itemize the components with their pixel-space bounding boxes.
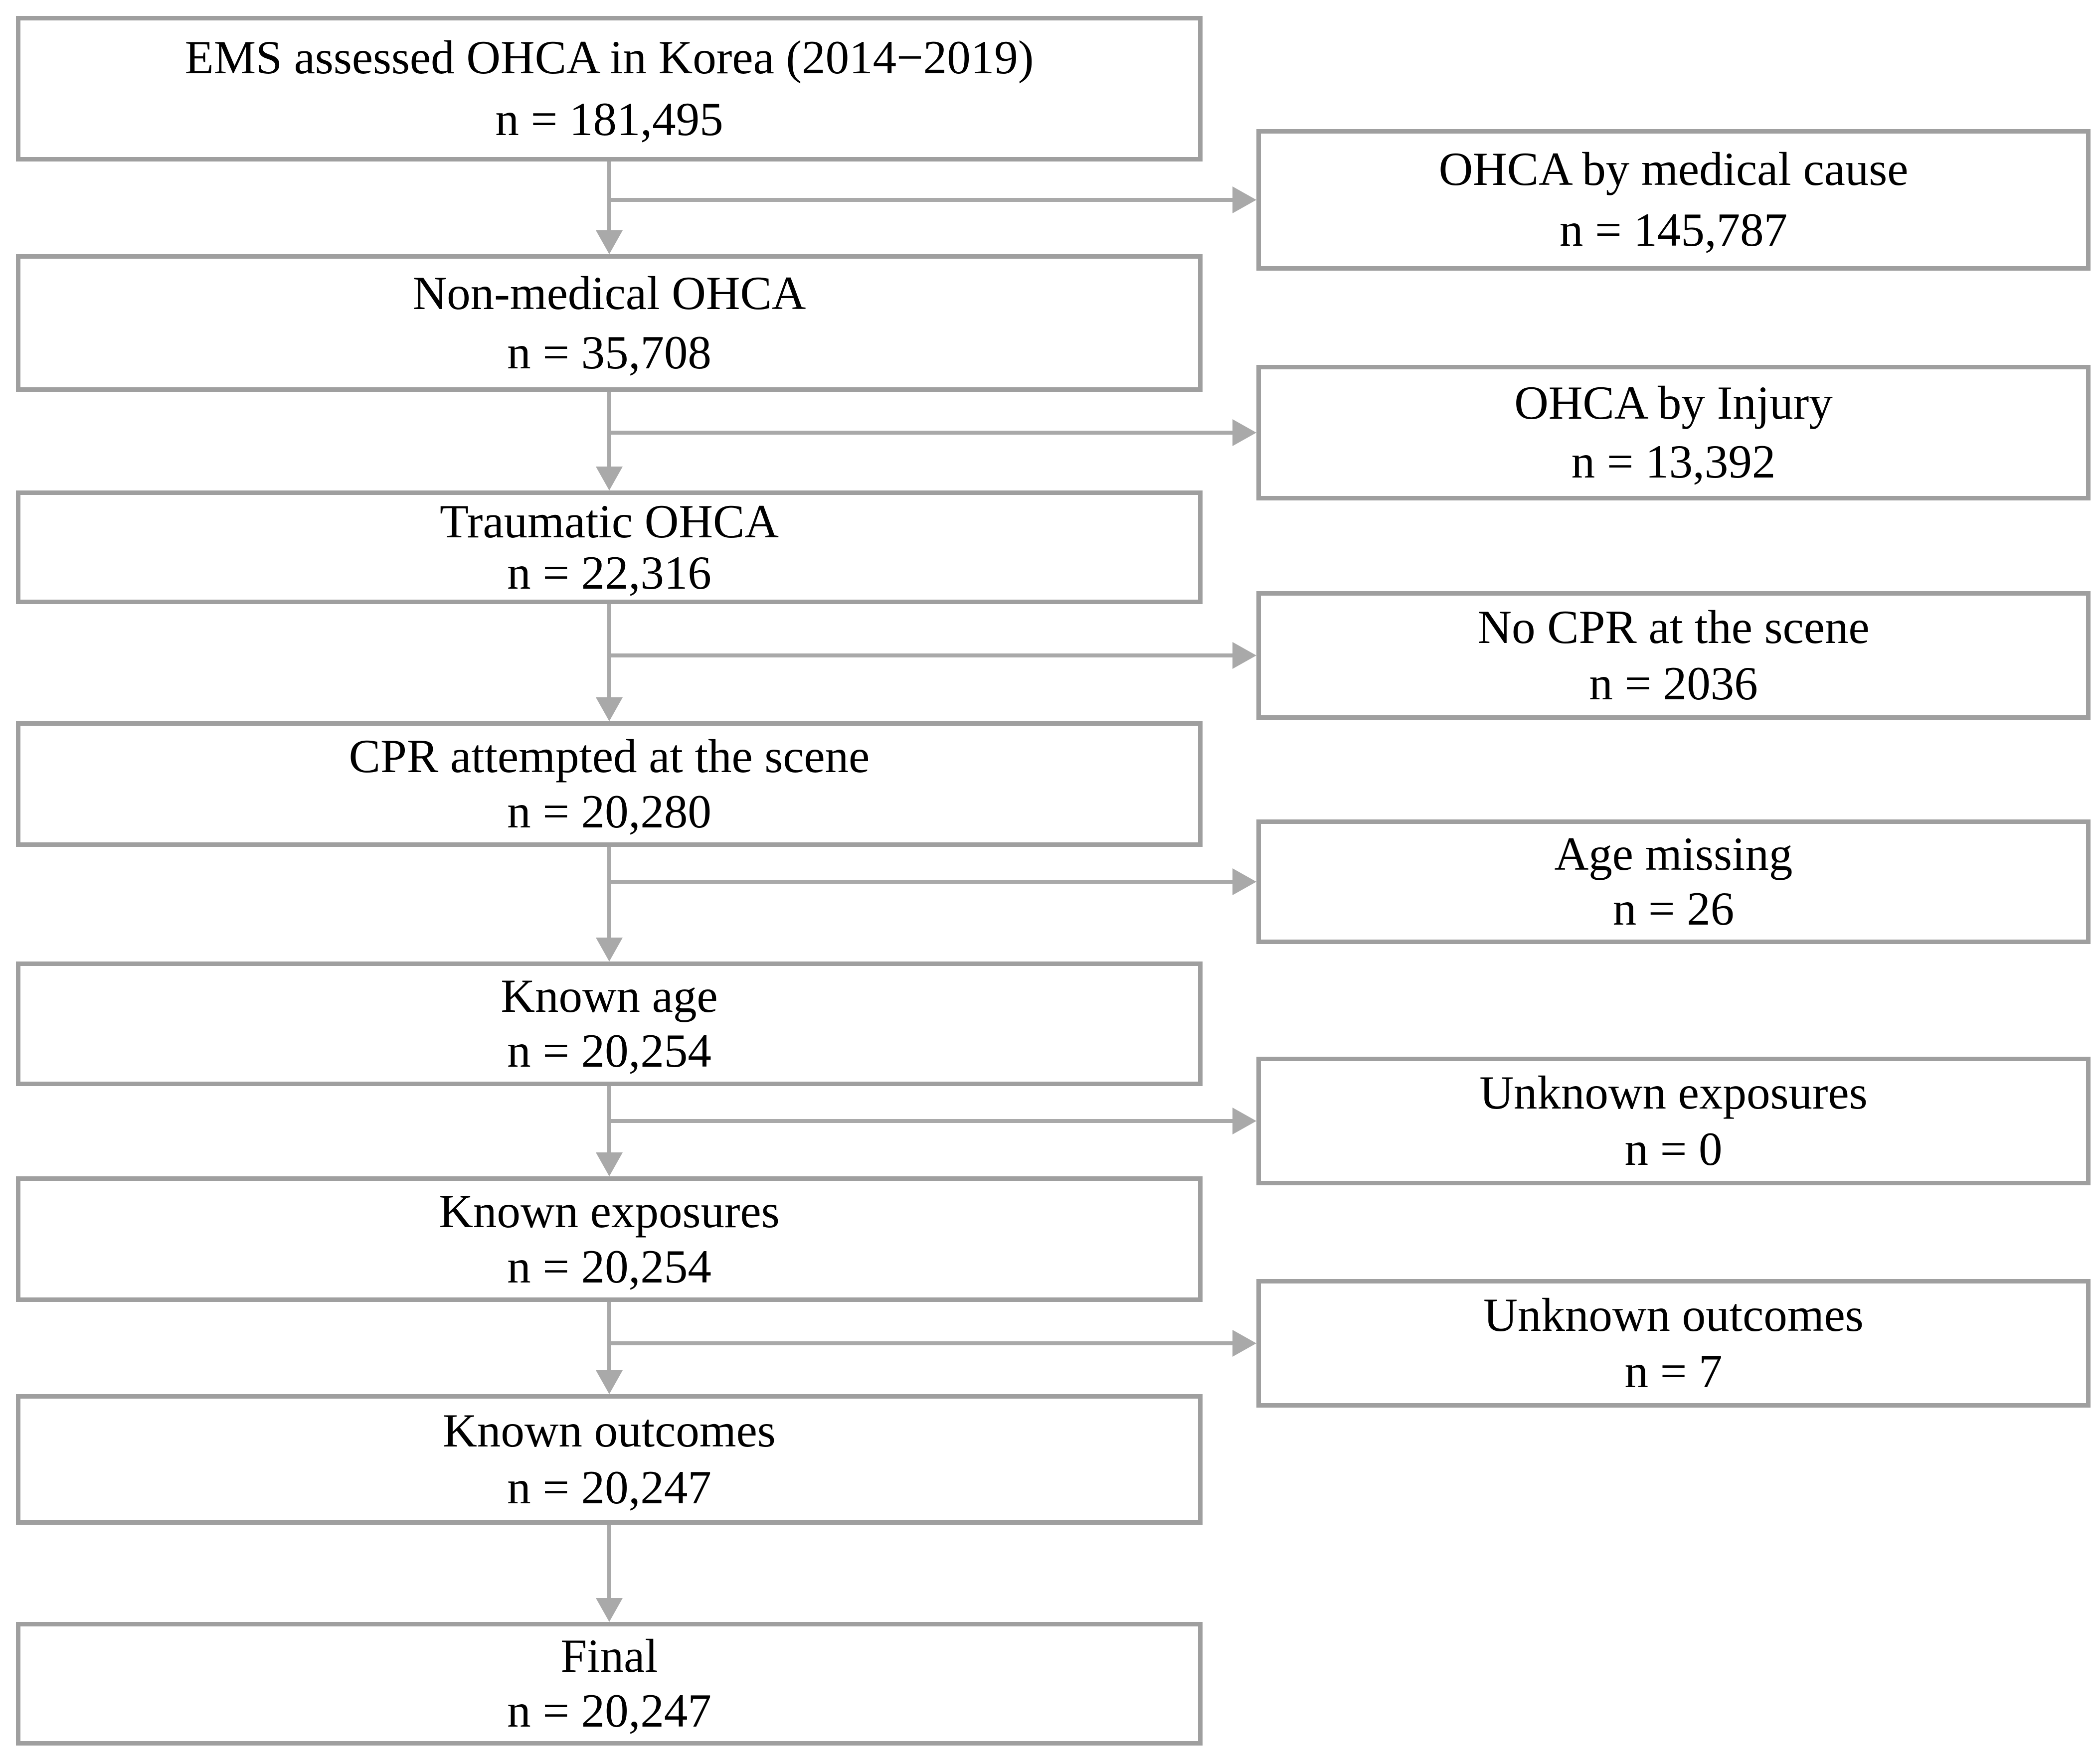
box-label: EMS assessed OHCA in Korea (2014−2019) [184, 30, 1034, 84]
connector-branch-1 [607, 431, 1232, 435]
main-box-known-age: Known age n = 20,254 [16, 961, 1203, 1086]
main-box-known-outcomes: Known outcomes n = 20,247 [16, 1394, 1203, 1525]
box-count: n = 0 [1624, 1122, 1723, 1175]
main-box-ems-assessed-ohca-in-korea-2014-2019: EMS assessed OHCA in Korea (2014−2019) n… [16, 16, 1203, 161]
arrowhead-down-icon [596, 467, 623, 490]
box-label: Known exposures [439, 1184, 780, 1238]
connector-branch-2 [607, 653, 1232, 657]
arrowhead-right-icon [1232, 642, 1256, 669]
arrowhead-down-icon [596, 1370, 623, 1394]
box-count: n = 20,247 [507, 1461, 711, 1514]
box-count: n = 26 [1612, 882, 1735, 936]
arrowhead-right-icon [1232, 186, 1256, 213]
arrowhead-right-icon [1232, 1108, 1256, 1134]
box-label: CPR attempted at the scene [349, 729, 870, 783]
box-label: Known outcomes [443, 1404, 776, 1457]
arrowhead-right-icon [1232, 419, 1256, 446]
exclusion-box-ohca-by-injury: OHCA by Injury n = 13,392 [1256, 365, 2091, 500]
exclusion-box-unknown-outcomes: Unknown outcomes n = 7 [1256, 1279, 2091, 1408]
box-label: Unknown exposures [1479, 1066, 1868, 1119]
box-label: OHCA by medical cause [1438, 143, 1909, 196]
box-count: n = 2036 [1589, 656, 1758, 710]
box-label: Traumatic OHCA [440, 494, 779, 548]
main-box-traumatic-ohca: Traumatic OHCA n = 22,316 [16, 490, 1203, 604]
box-count: n = 20,254 [507, 1024, 711, 1078]
box-count: n = 20,254 [507, 1240, 711, 1293]
box-count: n = 20,247 [507, 1684, 711, 1738]
arrowhead-down-icon [596, 230, 623, 254]
box-count: n = 181,495 [495, 93, 723, 146]
connector-branch-5 [607, 1341, 1232, 1345]
box-label: Unknown outcomes [1483, 1288, 1864, 1341]
connector-branch-0 [607, 198, 1232, 202]
connector-vertical-2 [607, 604, 611, 697]
box-count: n = 35,708 [507, 325, 711, 379]
box-label: Known age [501, 969, 718, 1022]
connector-vertical-0 [607, 161, 611, 230]
main-box-cpr-attempted-at-the-scene: CPR attempted at the scene n = 20,280 [16, 721, 1203, 847]
arrowhead-right-icon [1232, 1330, 1256, 1357]
connector-vertical-3 [607, 847, 611, 938]
arrowhead-right-icon [1232, 868, 1256, 895]
box-label: Non-medical OHCA [412, 266, 806, 320]
arrowhead-down-icon [596, 697, 623, 721]
box-label: Final [560, 1629, 658, 1683]
connector-vertical-6 [607, 1525, 611, 1598]
exclusion-box-age-missing: Age missing n = 26 [1256, 819, 2091, 944]
arrowhead-down-icon [596, 938, 623, 961]
exclusion-box-unknown-exposures: Unknown exposures n = 0 [1256, 1057, 2091, 1185]
connector-vertical-5 [607, 1302, 611, 1370]
box-count: n = 13,392 [1571, 435, 1776, 488]
box-label: No CPR at the scene [1477, 600, 1870, 653]
box-count: n = 22,316 [507, 546, 711, 599]
box-label: Age missing [1554, 827, 1793, 880]
box-count: n = 20,280 [507, 785, 711, 838]
arrowhead-down-icon [596, 1598, 623, 1622]
main-box-known-exposures: Known exposures n = 20,254 [16, 1176, 1203, 1302]
exclusion-box-ohca-by-medical-cause: OHCA by medical cause n = 145,787 [1256, 129, 2091, 271]
box-count: n = 7 [1624, 1344, 1723, 1398]
exclusion-box-no-cpr-at-the-scene: No CPR at the scene n = 2036 [1256, 591, 2091, 720]
main-box-final: Final n = 20,247 [16, 1622, 1203, 1746]
main-box-non-medical-ohca: Non-medical OHCA n = 35,708 [16, 254, 1203, 392]
connector-branch-3 [607, 880, 1232, 884]
box-label: OHCA by Injury [1514, 376, 1833, 430]
box-count: n = 145,787 [1559, 203, 1788, 257]
connector-vertical-1 [607, 392, 611, 467]
connector-branch-4 [607, 1119, 1232, 1123]
arrowhead-down-icon [596, 1152, 623, 1176]
